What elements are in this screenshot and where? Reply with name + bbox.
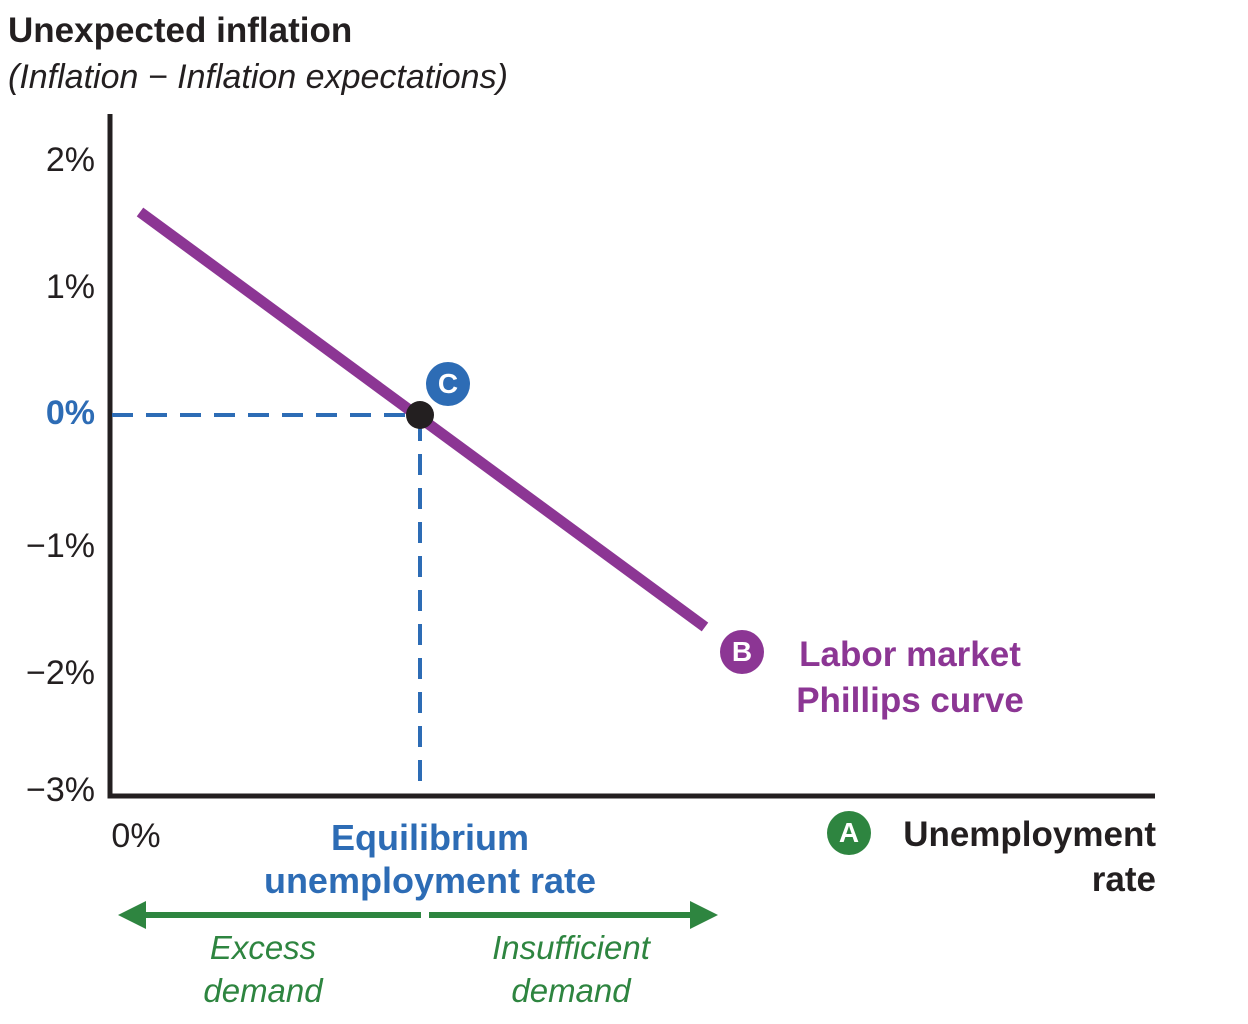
equilibrium-unemployment-label: Equilibrium unemployment rate: [263, 817, 597, 901]
insufficient-demand-label: Insufficient demand: [492, 929, 650, 1009]
x-axis-label: Unemployment rate: [903, 815, 1156, 899]
insufficient-demand-arrowhead-icon: [690, 901, 718, 929]
excess-demand-arrowhead-icon: [118, 901, 146, 929]
excess-demand-label: Excess demand: [203, 929, 323, 1009]
marker-a-badge: A: [827, 811, 871, 855]
y-tick-1pct: 1%: [45, 268, 95, 306]
x-origin-label: 0%: [111, 817, 161, 855]
chart-subtitle: (Inflation − Inflation expectations): [8, 58, 508, 96]
marker-c-badge: C: [426, 362, 470, 406]
marker-b-badge: B: [720, 630, 764, 674]
y-tick-0pct: 0%: [45, 394, 95, 432]
phillips-curve-label: Labor market Phillips curve: [796, 635, 1024, 720]
y-tick-minus1pct: −1%: [26, 527, 95, 565]
y-tick-2pct: 2%: [45, 141, 95, 179]
chart-title: Unexpected inflation: [8, 11, 353, 50]
y-tick-minus2pct: −2%: [26, 654, 95, 692]
y-tick-minus3pct: −3%: [26, 771, 95, 809]
equilibrium-point-dot: [406, 401, 434, 429]
